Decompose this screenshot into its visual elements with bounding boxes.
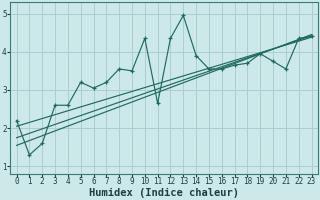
X-axis label: Humidex (Indice chaleur): Humidex (Indice chaleur) xyxy=(89,188,239,198)
